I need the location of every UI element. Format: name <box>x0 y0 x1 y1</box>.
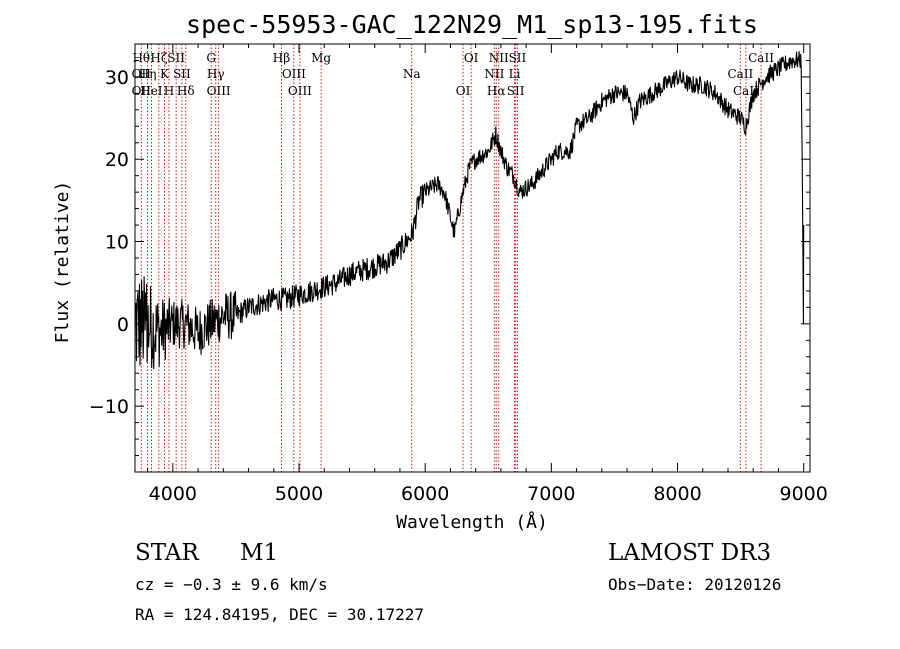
x-tick-label: 9000 <box>780 483 828 505</box>
x-tick-label: 4000 <box>149 483 197 505</box>
line-marker-label: OI <box>456 84 471 98</box>
line-marker-label: OI <box>464 51 479 65</box>
line-marker-label: Li <box>509 67 521 81</box>
chart-title: spec-55953-GAC_122N29_M1_sp13-195.fits <box>186 10 758 39</box>
line-marker-label: Mg <box>311 51 331 65</box>
line-marker-label: OIII <box>207 84 231 98</box>
line-marker-label: SII <box>509 51 527 65</box>
y-tick-label: 20 <box>105 149 129 171</box>
line-marker-label: H <box>164 84 174 98</box>
object-subclass: M1 <box>240 540 278 566</box>
line-marker-label: CaII <box>748 51 774 65</box>
y-tick-label: 10 <box>105 232 129 254</box>
line-marker-label: SII <box>507 84 525 98</box>
line-marker-label: Hζ <box>150 51 167 65</box>
object-type: STAR <box>135 540 199 566</box>
line-marker-label: OIII <box>282 67 306 81</box>
x-axis-label: Wavelength (Å) <box>396 511 548 533</box>
x-tick-label: 6000 <box>401 483 449 505</box>
line-marker-label: OII <box>132 67 152 81</box>
line-labels-layer: HθOIIOIIHηHeIHζKHSIISIIHδGHγOIIIHβOIIIOI… <box>132 51 775 98</box>
line-marker-label: Hδ <box>177 84 195 98</box>
line-marker-label: OIII <box>288 84 312 98</box>
x-tick-label: 8000 <box>653 483 701 505</box>
obs-date: Obs−Date: 20120126 <box>608 575 781 594</box>
line-marker-label: SII <box>167 51 185 65</box>
spectrum-line <box>134 51 805 370</box>
spectrum-layer <box>134 51 805 370</box>
line-marker-label: Hη <box>139 67 157 81</box>
survey-name: LAMOST DR3 <box>608 540 771 566</box>
y-axis-label: Flux (relative) <box>52 181 73 344</box>
line-markers-layer <box>140 44 762 472</box>
y-tick-label: −10 <box>89 396 129 418</box>
line-marker-label: OII <box>132 84 152 98</box>
x-tick-label: 5000 <box>275 483 323 505</box>
redshift-cz: cz = −0.3 ± 9.6 km/s <box>135 575 328 594</box>
line-marker-label: K <box>160 67 170 81</box>
line-marker-label: Hγ <box>207 67 225 81</box>
line-marker-label: SII <box>173 67 191 81</box>
line-marker-label: Hβ <box>273 51 290 65</box>
line-marker-label: Hθ <box>132 51 150 65</box>
line-marker-label: Na <box>403 67 421 81</box>
line-marker-label: HeI <box>140 84 163 98</box>
y-tick-label: 30 <box>105 67 129 89</box>
y-tick-label: 0 <box>117 314 129 336</box>
line-marker-label: G <box>206 51 216 65</box>
plot-frame <box>134 43 811 473</box>
x-tick-label: 7000 <box>527 483 575 505</box>
line-marker-label: NII <box>489 51 509 65</box>
line-marker-label: Hα <box>487 84 506 98</box>
ticks-layer: 4000 5000 6000 7000 8000 9000 −10 0 10 20 30 <box>89 44 828 505</box>
ra-dec: RA = 124.84195, DEC = 30.17227 <box>135 605 424 624</box>
line-marker-label: NII <box>484 67 504 81</box>
line-marker-label: CaII <box>727 67 753 81</box>
